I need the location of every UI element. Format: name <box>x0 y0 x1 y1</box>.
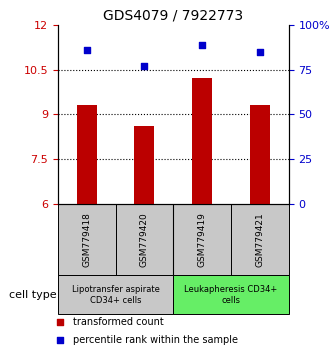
Title: GDS4079 / 7922773: GDS4079 / 7922773 <box>103 8 243 22</box>
Point <box>257 50 263 55</box>
Bar <box>58 204 115 275</box>
Point <box>84 47 89 53</box>
Bar <box>58 275 173 314</box>
Bar <box>192 79 212 204</box>
Text: GSM779421: GSM779421 <box>255 212 264 267</box>
Bar <box>173 275 289 314</box>
Text: Lipotransfer aspirate
CD34+ cells: Lipotransfer aspirate CD34+ cells <box>72 285 159 304</box>
Bar <box>250 105 270 204</box>
Bar <box>134 126 154 204</box>
Text: cell type: cell type <box>9 290 57 300</box>
Text: GSM779419: GSM779419 <box>198 212 207 267</box>
Point <box>142 63 147 69</box>
Text: percentile rank within the sample: percentile rank within the sample <box>73 335 238 345</box>
Point <box>57 337 63 343</box>
Point <box>199 42 205 48</box>
Bar <box>173 204 231 275</box>
Text: transformed count: transformed count <box>73 316 163 326</box>
Bar <box>77 105 97 204</box>
Point <box>57 319 63 324</box>
Bar <box>231 204 289 275</box>
Bar <box>115 204 173 275</box>
Text: GSM779420: GSM779420 <box>140 212 149 267</box>
Text: GSM779418: GSM779418 <box>82 212 91 267</box>
Text: Leukapheresis CD34+
cells: Leukapheresis CD34+ cells <box>184 285 278 304</box>
